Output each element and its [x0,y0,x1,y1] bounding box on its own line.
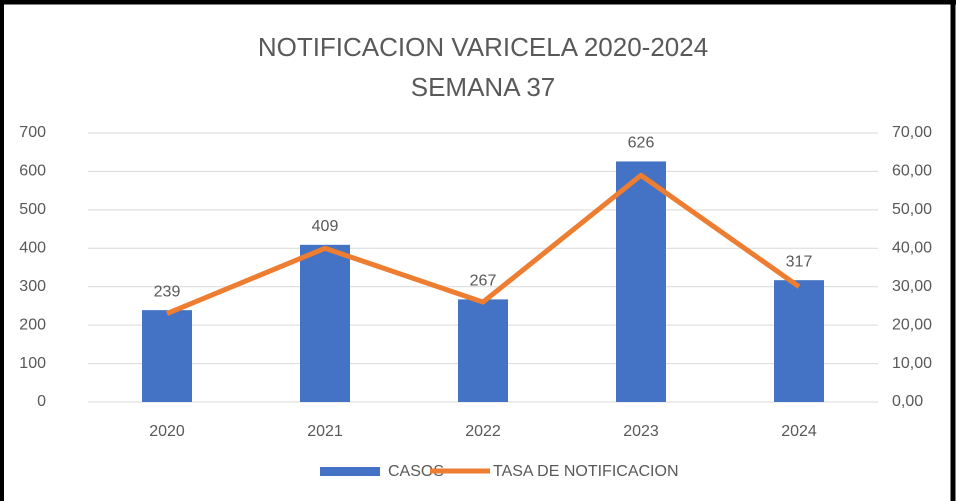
y2-tick-label: 40,00 [892,240,932,257]
data-label: 409 [312,218,339,235]
data-label: 317 [786,253,813,270]
chart-title: NOTIFICACION VARICELA 2020-2024 [258,32,708,62]
legend-label: TASA DE NOTIFICACION [493,463,679,480]
y-tick-label: 400 [19,240,46,257]
bar [458,299,508,402]
y-tick-label: 600 [19,163,46,180]
chart-subtitle: SEMANA 37 [411,72,556,102]
bar [300,244,350,402]
y-tick-label: 700 [19,124,46,141]
line [166,172,801,316]
legend-label: CASOS [388,463,444,480]
y2-tick-label: 10,00 [892,355,932,372]
y2-tick-label: 0,00 [892,393,923,410]
data-label: 626 [628,135,655,152]
legend-swatch [320,467,380,476]
x-tick-label: 2022 [465,423,501,440]
y2-tick-label: 20,00 [892,316,932,333]
x-tick-label: 2024 [781,423,817,440]
x-tick-label: 2023 [623,423,659,440]
y-tick-label: 300 [19,278,46,295]
y-tick-label: 500 [19,201,46,218]
bar [616,161,666,402]
bar [142,310,192,402]
data-label: 239 [154,283,181,300]
y-tick-label: 0 [37,393,46,410]
y-tick-label: 200 [19,316,46,333]
y-tick-label: 100 [19,355,46,372]
x-tick-label: 2021 [307,423,343,440]
y2-tick-label: 50,00 [892,201,932,218]
data-label: 267 [470,273,497,290]
y2-tick-label: 30,00 [892,278,932,295]
y2-tick-label: 60,00 [892,163,932,180]
bar [774,280,824,402]
x-tick-label: 2020 [149,423,185,440]
y2-tick-label: 70,00 [892,124,932,141]
